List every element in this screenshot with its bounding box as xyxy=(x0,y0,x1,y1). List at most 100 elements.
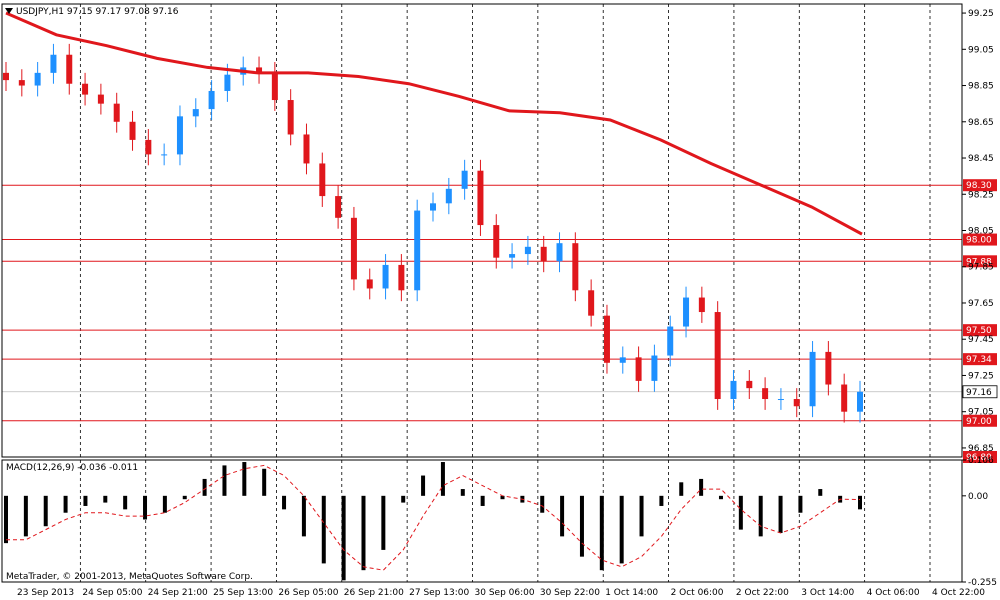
level-badge xyxy=(963,414,997,427)
candle-body xyxy=(430,203,436,211)
candle-body xyxy=(113,103,120,122)
chart-menu-icon[interactable] xyxy=(5,8,13,14)
macd-bar xyxy=(440,462,445,496)
candle-body xyxy=(588,290,595,316)
y-tick-label: 98.25 xyxy=(968,190,994,200)
y-tick-label: 97.25 xyxy=(968,371,994,381)
candle-body xyxy=(208,90,215,110)
y-tick-label: 97.45 xyxy=(968,335,994,345)
macd-bar xyxy=(4,495,8,544)
x-tick-label: 3 Oct 14:00 xyxy=(801,588,854,598)
macd-y-tick-label: 0.106 xyxy=(968,456,994,466)
level-badge xyxy=(963,451,997,463)
macd-bar xyxy=(262,468,267,496)
macd-bar xyxy=(282,495,287,510)
x-tick-label: 30 Sep 06:00 xyxy=(475,588,535,598)
candle-body xyxy=(493,225,500,258)
level-badge xyxy=(963,324,997,337)
x-tick-label: 27 Sep 13:00 xyxy=(409,588,469,598)
y-tick-label: 98.85 xyxy=(968,82,994,92)
candle-body xyxy=(809,351,816,407)
candle-body xyxy=(762,388,769,400)
level-label: 97.88 xyxy=(966,257,992,267)
candle-body xyxy=(129,121,136,140)
macd-bar xyxy=(321,495,326,564)
candle-body xyxy=(730,380,737,400)
candle-body xyxy=(698,297,705,313)
candle-body xyxy=(714,312,721,400)
candle-body xyxy=(572,243,579,291)
y-tick-label: 98.65 xyxy=(968,118,994,128)
x-tick-label: 4 Oct 22:00 xyxy=(932,588,985,598)
macd-bar xyxy=(222,465,227,496)
macd-bar xyxy=(858,495,862,510)
macd-bar xyxy=(123,495,128,510)
candle-body xyxy=(145,139,152,155)
candle-body xyxy=(18,80,25,86)
macd-bar xyxy=(43,495,48,527)
macd-bar xyxy=(143,495,148,520)
y-tick-label: 99.25 xyxy=(968,9,994,19)
candle-body xyxy=(224,74,231,91)
candle-body xyxy=(382,264,389,289)
macd-bar xyxy=(540,495,545,513)
candle-body xyxy=(477,170,484,226)
level-badge xyxy=(963,233,997,246)
macd-bar xyxy=(460,489,465,496)
x-tick-label: 2 Oct 06:00 xyxy=(671,588,724,598)
candle-body xyxy=(540,246,547,262)
candle-body xyxy=(34,72,41,86)
level-label: 97.00 xyxy=(966,417,992,427)
level-label: 96.80 xyxy=(966,453,992,463)
x-tick-label: 24 Sep 05:00 xyxy=(82,588,142,598)
candle-body xyxy=(461,170,468,189)
y-tick-label: 98.05 xyxy=(968,227,994,237)
candle-body xyxy=(256,67,263,73)
level-label: 97.50 xyxy=(966,326,992,336)
x-tick-label: 24 Sep 21:00 xyxy=(148,588,208,598)
grid xyxy=(79,4,931,582)
candle-body xyxy=(524,246,531,255)
macd-bar xyxy=(659,495,664,506)
candle-body xyxy=(746,380,753,389)
candle-body xyxy=(82,83,89,95)
macd-bar xyxy=(480,495,485,506)
y-tick-label: 97.85 xyxy=(968,263,994,273)
candle-body xyxy=(176,116,183,155)
candle-body xyxy=(857,391,863,412)
candle-body xyxy=(335,196,342,218)
y-tick-label: 97.65 xyxy=(968,299,994,309)
macd-bar xyxy=(83,495,88,506)
candle-body xyxy=(777,399,784,401)
candle-body xyxy=(603,315,610,363)
macd-bar xyxy=(699,478,704,496)
macd-bar xyxy=(639,495,644,537)
x-tick-label: 26 Sep 21:00 xyxy=(344,588,404,598)
candle-body xyxy=(161,154,168,156)
candle-body xyxy=(319,163,326,197)
macd-bar xyxy=(718,495,723,500)
candles xyxy=(3,43,863,423)
macd-bar xyxy=(63,495,68,513)
candle-body xyxy=(509,254,516,258)
macd-bar xyxy=(301,495,306,537)
candle-body xyxy=(683,297,690,327)
x-tick-label: 2 Oct 22:00 xyxy=(736,588,789,598)
x-tick-label: 23 Sep 2013 xyxy=(17,588,74,598)
macd-bar xyxy=(798,495,803,513)
candle-body xyxy=(793,399,800,407)
candle-body xyxy=(97,94,104,104)
macd-bar xyxy=(758,495,763,537)
macd-bar xyxy=(361,495,366,571)
level-label: 97.34 xyxy=(966,355,992,365)
candle-body xyxy=(350,217,357,280)
candle-body xyxy=(287,100,294,135)
macd-bar xyxy=(599,495,604,571)
macd-bar xyxy=(401,495,406,503)
level-badge xyxy=(963,255,997,268)
moving-average-line xyxy=(5,11,863,236)
macd-bar xyxy=(103,495,108,503)
level-label: 98.00 xyxy=(966,236,992,246)
macd-y-tick-label: -0.255 xyxy=(968,578,997,588)
